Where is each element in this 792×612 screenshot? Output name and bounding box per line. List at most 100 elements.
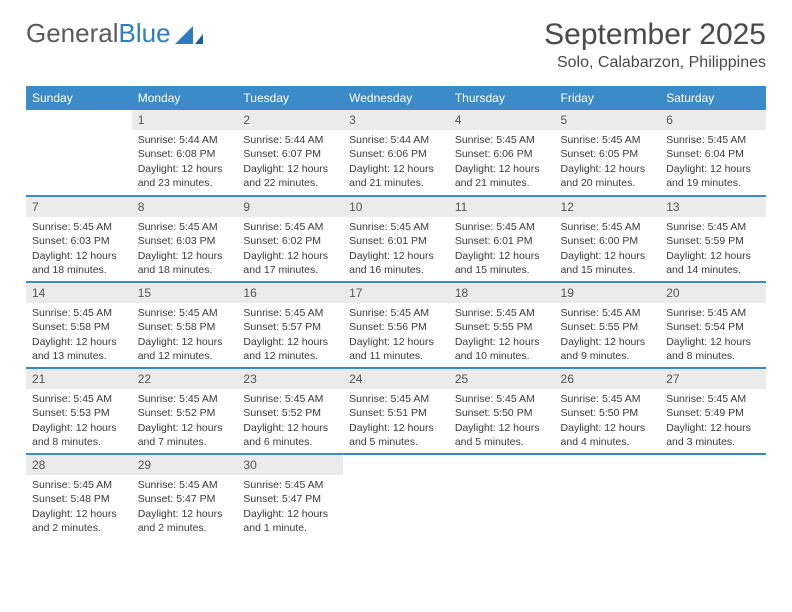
calendar-cell: 26Sunrise: 5:45 AMSunset: 5:50 PMDayligh… <box>555 368 661 454</box>
day-info: Sunrise: 5:45 AMSunset: 5:55 PMDaylight:… <box>555 303 661 367</box>
day-info-line: and 15 minutes. <box>561 263 655 277</box>
day-info: Sunrise: 5:45 AMSunset: 5:50 PMDaylight:… <box>449 389 555 453</box>
day-info: Sunrise: 5:45 AMSunset: 5:51 PMDaylight:… <box>343 389 449 453</box>
day-info-line: Sunset: 5:51 PM <box>349 406 443 420</box>
calendar-cell: 23Sunrise: 5:45 AMSunset: 5:52 PMDayligh… <box>237 368 343 454</box>
day-info-line: Sunset: 6:01 PM <box>455 234 549 248</box>
calendar-cell <box>343 454 449 540</box>
day-info-line: Daylight: 12 hours <box>138 162 232 176</box>
day-info: Sunrise: 5:45 AMSunset: 5:54 PMDaylight:… <box>660 303 766 367</box>
day-info: Sunrise: 5:45 AMSunset: 6:01 PMDaylight:… <box>343 217 449 281</box>
day-info: Sunrise: 5:45 AMSunset: 5:57 PMDaylight:… <box>237 303 343 367</box>
day-number: 5 <box>555 110 661 130</box>
day-number: 20 <box>660 283 766 303</box>
day-info-line: Sunrise: 5:45 AM <box>138 306 232 320</box>
day-number: 13 <box>660 197 766 217</box>
weekday-header: Wednesday <box>343 86 449 110</box>
day-info-line: Sunset: 6:07 PM <box>243 147 337 161</box>
calendar-cell: 29Sunrise: 5:45 AMSunset: 5:47 PMDayligh… <box>132 454 238 540</box>
day-info-line: and 4 minutes. <box>561 435 655 449</box>
weekday-header: Thursday <box>449 86 555 110</box>
day-info-line: and 20 minutes. <box>561 176 655 190</box>
day-info-line: Sunset: 5:47 PM <box>243 492 337 506</box>
day-info: Sunrise: 5:45 AMSunset: 5:59 PMDaylight:… <box>660 217 766 281</box>
day-info-line: Daylight: 12 hours <box>455 335 549 349</box>
day-number: 4 <box>449 110 555 130</box>
calendar-cell: 19Sunrise: 5:45 AMSunset: 5:55 PMDayligh… <box>555 282 661 368</box>
logo-sail-icon <box>175 24 203 44</box>
weekday-header: Saturday <box>660 86 766 110</box>
calendar-cell <box>660 454 766 540</box>
day-info-line: and 2 minutes. <box>138 521 232 535</box>
day-info-line: Sunrise: 5:45 AM <box>243 306 337 320</box>
day-info-line: and 22 minutes. <box>243 176 337 190</box>
day-number: 21 <box>26 369 132 389</box>
day-number: 25 <box>449 369 555 389</box>
calendar-cell: 17Sunrise: 5:45 AMSunset: 5:56 PMDayligh… <box>343 282 449 368</box>
day-info-line: Sunrise: 5:44 AM <box>349 133 443 147</box>
day-number: 11 <box>449 197 555 217</box>
day-number: 26 <box>555 369 661 389</box>
calendar-cell: 3Sunrise: 5:44 AMSunset: 6:06 PMDaylight… <box>343 110 449 196</box>
calendar-cell: 24Sunrise: 5:45 AMSunset: 5:51 PMDayligh… <box>343 368 449 454</box>
calendar-week-row: 14Sunrise: 5:45 AMSunset: 5:58 PMDayligh… <box>26 282 766 368</box>
day-info-line: Sunrise: 5:45 AM <box>561 306 655 320</box>
day-info-line: Sunset: 5:57 PM <box>243 320 337 334</box>
day-info-line: Daylight: 12 hours <box>666 335 760 349</box>
day-info-line: Sunset: 5:48 PM <box>32 492 126 506</box>
calendar-cell: 21Sunrise: 5:45 AMSunset: 5:53 PMDayligh… <box>26 368 132 454</box>
day-number: 29 <box>132 455 238 475</box>
day-info-line: Daylight: 12 hours <box>561 335 655 349</box>
day-info: Sunrise: 5:45 AMSunset: 6:03 PMDaylight:… <box>132 217 238 281</box>
calendar-cell: 16Sunrise: 5:45 AMSunset: 5:57 PMDayligh… <box>237 282 343 368</box>
calendar-cell: 28Sunrise: 5:45 AMSunset: 5:48 PMDayligh… <box>26 454 132 540</box>
day-info-line: Sunrise: 5:45 AM <box>138 220 232 234</box>
day-info-line: Sunset: 6:06 PM <box>349 147 443 161</box>
day-info: Sunrise: 5:45 AMSunset: 5:47 PMDaylight:… <box>237 475 343 539</box>
day-info-line: Daylight: 12 hours <box>243 335 337 349</box>
day-info: Sunrise: 5:45 AMSunset: 6:03 PMDaylight:… <box>26 217 132 281</box>
day-info: Sunrise: 5:45 AMSunset: 5:55 PMDaylight:… <box>449 303 555 367</box>
day-number: 16 <box>237 283 343 303</box>
day-info-line: and 5 minutes. <box>455 435 549 449</box>
day-info-line: Daylight: 12 hours <box>561 421 655 435</box>
day-number: 22 <box>132 369 238 389</box>
day-number: 18 <box>449 283 555 303</box>
day-info-line: Daylight: 12 hours <box>138 507 232 521</box>
day-info-line: Daylight: 12 hours <box>32 421 126 435</box>
day-info-line: Sunset: 5:59 PM <box>666 234 760 248</box>
day-info-line: and 11 minutes. <box>349 349 443 363</box>
header: GeneralBlue September 2025 Solo, Calabar… <box>26 18 766 72</box>
day-info-line: and 18 minutes. <box>32 263 126 277</box>
day-info-line: Daylight: 12 hours <box>32 249 126 263</box>
day-info-line: Sunrise: 5:45 AM <box>243 220 337 234</box>
calendar-cell: 30Sunrise: 5:45 AMSunset: 5:47 PMDayligh… <box>237 454 343 540</box>
day-number: 28 <box>26 455 132 475</box>
day-info-line: Sunset: 5:58 PM <box>138 320 232 334</box>
day-info-line: and 17 minutes. <box>243 263 337 277</box>
day-info-line: Sunset: 5:54 PM <box>666 320 760 334</box>
day-info-line: Sunrise: 5:45 AM <box>455 306 549 320</box>
day-info-line: Sunset: 6:02 PM <box>243 234 337 248</box>
weekday-header: Monday <box>132 86 238 110</box>
day-info-line: Sunset: 5:58 PM <box>32 320 126 334</box>
day-info-line: Daylight: 12 hours <box>138 421 232 435</box>
day-info-line: and 23 minutes. <box>138 176 232 190</box>
day-info: Sunrise: 5:44 AMSunset: 6:06 PMDaylight:… <box>343 130 449 194</box>
day-info-line: Daylight: 12 hours <box>243 249 337 263</box>
day-info-line: Daylight: 12 hours <box>455 421 549 435</box>
day-info-line: Sunrise: 5:45 AM <box>32 306 126 320</box>
day-info-line: Sunrise: 5:45 AM <box>455 133 549 147</box>
day-info: Sunrise: 5:44 AMSunset: 6:07 PMDaylight:… <box>237 130 343 194</box>
day-info: Sunrise: 5:45 AMSunset: 5:52 PMDaylight:… <box>237 389 343 453</box>
day-info-line: Daylight: 12 hours <box>561 249 655 263</box>
calendar-cell: 6Sunrise: 5:45 AMSunset: 6:04 PMDaylight… <box>660 110 766 196</box>
weekday-header: Tuesday <box>237 86 343 110</box>
day-info: Sunrise: 5:45 AMSunset: 6:01 PMDaylight:… <box>449 217 555 281</box>
day-info-line: and 9 minutes. <box>561 349 655 363</box>
day-number: 15 <box>132 283 238 303</box>
day-info-line: Daylight: 12 hours <box>455 162 549 176</box>
day-info-line: Sunrise: 5:45 AM <box>349 392 443 406</box>
day-info: Sunrise: 5:45 AMSunset: 6:02 PMDaylight:… <box>237 217 343 281</box>
day-info-line: Daylight: 12 hours <box>349 249 443 263</box>
